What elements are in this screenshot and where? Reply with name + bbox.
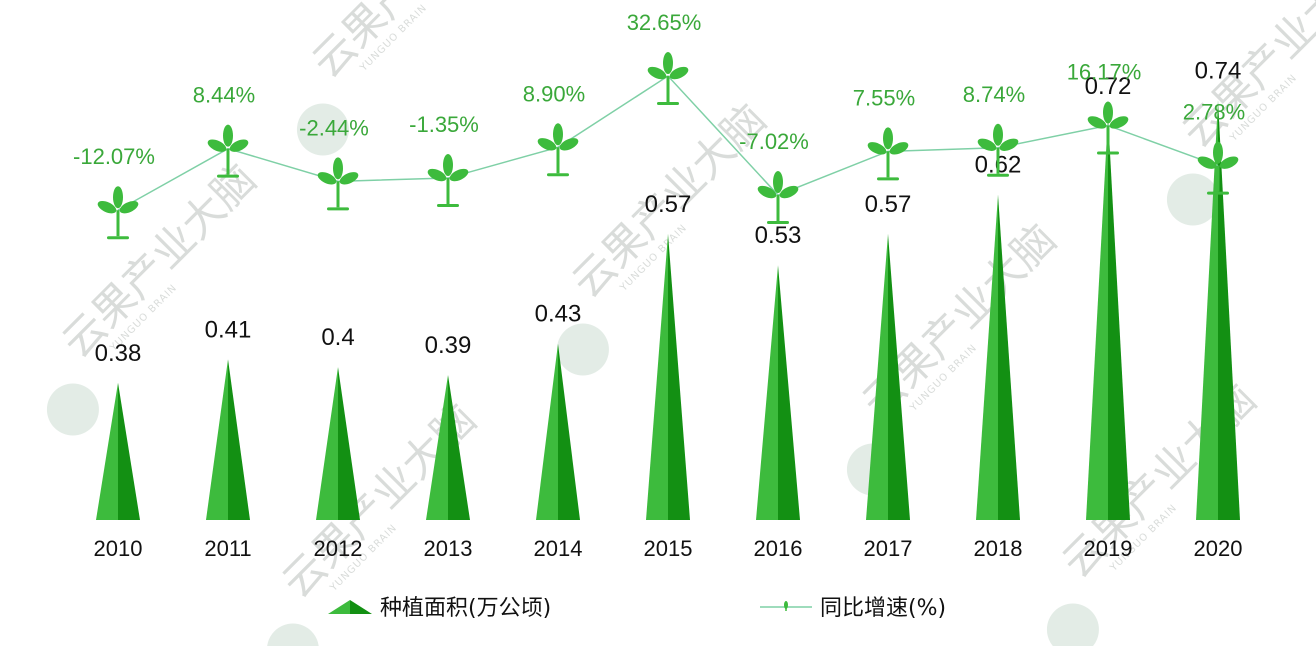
legend-label-growth: 同比增速(%)	[820, 596, 947, 621]
bar-value-label: 0.57	[865, 191, 912, 218]
x-axis-tick-label: 2010	[94, 536, 143, 561]
growth-value-label: 8.74%	[963, 82, 1025, 107]
legend-item-area[interactable]: 种植面积(万公顷)	[328, 588, 551, 624]
bar-value-label: 0.41	[205, 316, 252, 343]
growth-value-label: 8.90%	[523, 81, 585, 106]
triangle-bar-legend-icon	[328, 600, 372, 614]
sprout-marker-icon	[427, 154, 469, 208]
growth-value-label: 7.55%	[853, 85, 915, 110]
x-axis-tick-label: 2016	[754, 536, 803, 561]
sprout-marker-icon	[647, 52, 689, 106]
sprout-marker-icon	[207, 124, 249, 178]
x-axis-labels: 2010 2011 2012 2013 2014 2015 2016 2017 2018 2019…	[94, 536, 1243, 561]
bar-value-label: 0.43	[535, 301, 582, 328]
bar-2020[interactable]	[1196, 100, 1240, 520]
bar-2014[interactable]	[536, 343, 580, 520]
x-axis-tick-label: 2011	[204, 536, 251, 561]
growth-value-label: -2.44%	[299, 115, 369, 140]
sprout-marker-icon	[977, 123, 1019, 177]
bar-value-label: 0.74	[1195, 58, 1242, 85]
growth-value-label: 32.65%	[627, 10, 702, 35]
watermark-logo-icon	[1166, 173, 1219, 226]
bar-2019[interactable]	[1086, 116, 1130, 521]
bar-2016[interactable]	[756, 265, 800, 520]
watermark-logo-icon	[296, 103, 349, 156]
sprout-marker-icon	[757, 171, 799, 225]
watermark-logo-icon	[1046, 603, 1099, 646]
x-axis-tick-label: 2018	[974, 536, 1023, 561]
bar-2017[interactable]	[866, 233, 910, 520]
bar-2011[interactable]	[206, 359, 250, 520]
bar-value-label: 0.4	[321, 324, 354, 351]
legend-label-area: 种植面积(万公顷)	[380, 596, 552, 621]
growth-value-label: -12.07%	[73, 144, 155, 169]
x-axis-tick-label: 2020	[1194, 536, 1243, 561]
bar-2018[interactable]	[976, 194, 1020, 520]
bar-value-label: 0.57	[645, 191, 692, 218]
x-axis-tick-label: 2017	[864, 536, 913, 561]
watermark-logo-icon	[556, 323, 609, 376]
bar-value-label: 0.53	[755, 222, 802, 249]
x-axis-tick-label: 2019	[1084, 536, 1133, 561]
sprout-marker-icon	[97, 186, 139, 240]
sprout-marker-icon	[537, 123, 579, 177]
growth-value-label: -1.35%	[409, 112, 479, 137]
watermark-logo-icon	[46, 383, 99, 436]
growth-value-label: 2.78%	[1183, 100, 1245, 125]
sprout-marker-icon	[1197, 141, 1239, 195]
growth-value-label: -7.02%	[739, 129, 809, 154]
svg-text:云果产业大脑: 云果产业大脑	[302, 0, 515, 87]
bar-2010[interactable]	[96, 382, 140, 520]
bar-2015[interactable]	[646, 233, 690, 520]
growth-value-label: 8.44%	[193, 83, 255, 108]
growth-value-label: 16.17%	[1067, 59, 1142, 84]
bar-value-label: 0.38	[95, 340, 142, 367]
watermark-logo-icon	[266, 623, 319, 646]
growth-value-labels: -12.07% 8.44% -2.44% -1.35% 8.90% 32.65% -7.02…	[73, 10, 1245, 169]
sprout-marker-icon	[867, 127, 909, 181]
growth-line-series	[97, 52, 1239, 240]
bar-value-label: 0.39	[425, 332, 472, 359]
legend-item-growth[interactable]: 同比增速(%)	[760, 588, 946, 624]
sprout-marker-icon	[317, 157, 359, 211]
bar-2013[interactable]	[426, 374, 470, 520]
x-axis-tick-label: 2015	[644, 536, 693, 561]
x-axis-tick-label: 2014	[534, 536, 583, 561]
line-sprout-legend-icon	[760, 601, 812, 611]
sprout-marker-icon	[1087, 101, 1129, 155]
bar-2012[interactable]	[316, 367, 360, 520]
bar-value-label: 0.72	[1085, 73, 1132, 100]
x-axis-tick-label: 2012	[314, 536, 363, 561]
bar-series	[96, 100, 1240, 521]
x-axis-tick-label: 2013	[424, 536, 473, 561]
